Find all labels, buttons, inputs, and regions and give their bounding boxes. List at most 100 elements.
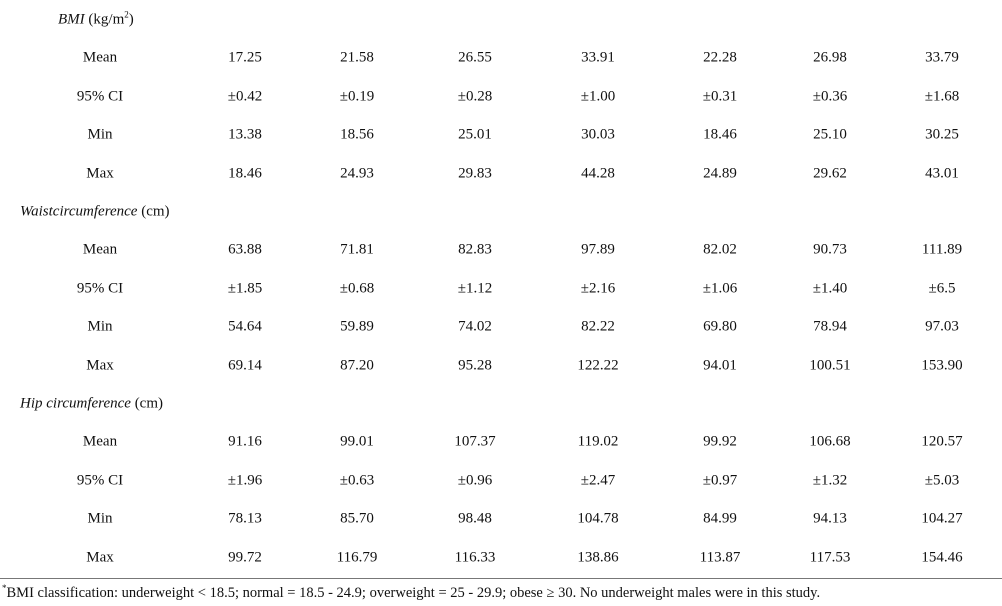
footnote-rule xyxy=(0,578,1002,579)
cell-value: 33.91 xyxy=(581,49,615,66)
section-heading: Hip circumference (cm) xyxy=(20,395,163,412)
cell-value: ±1.40 xyxy=(812,280,848,297)
row-label: Max xyxy=(86,165,114,182)
cell-value: 97.03 xyxy=(925,318,959,335)
cell-value: 33.79 xyxy=(925,49,959,66)
cell-value: 74.02 xyxy=(458,318,492,335)
heading-unit-sup: 2 xyxy=(124,9,129,20)
cell-value: 22.28 xyxy=(703,49,737,66)
section-heading: Waistcircumference (cm) xyxy=(20,203,170,220)
cell-value: 98.48 xyxy=(458,510,492,527)
cell-value: 25.01 xyxy=(458,126,492,143)
footnote-marker: * xyxy=(2,583,7,593)
cell-value: 116.33 xyxy=(454,549,496,566)
cell-value: 24.89 xyxy=(703,165,737,182)
cell-value: 17.25 xyxy=(228,49,262,66)
row-label: Max xyxy=(86,549,114,566)
cell-value: 78.13 xyxy=(228,510,262,527)
cell-value: 116.79 xyxy=(336,549,378,566)
cell-value: ±0.28 xyxy=(457,88,493,105)
cell-value: ±2.16 xyxy=(580,280,616,297)
heading-name: Hip circumference xyxy=(20,395,131,412)
section-heading: BMI (kg/m2) xyxy=(58,9,134,28)
cell-value: 30.03 xyxy=(581,126,615,143)
row-label: Mean xyxy=(82,241,118,258)
row-label: Min xyxy=(87,126,113,143)
cell-value: ±5.03 xyxy=(924,472,960,489)
footnote-text: BMI classification: underweight < 18.5; … xyxy=(6,585,821,601)
row-label: 95% CI xyxy=(76,472,124,489)
cell-value: 69.14 xyxy=(228,357,262,374)
cell-value: 25.10 xyxy=(813,126,847,143)
cell-value: ±1.96 xyxy=(227,472,263,489)
cell-value: 120.57 xyxy=(921,433,963,450)
cell-value: ±1.68 xyxy=(924,88,960,105)
heading-unit: (cm) xyxy=(141,203,170,220)
cell-value: 100.51 xyxy=(809,357,851,374)
cell-value: 21.58 xyxy=(340,49,374,66)
row-label: 95% CI xyxy=(76,88,124,105)
row-label: Mean xyxy=(82,433,118,450)
cell-value: 138.86 xyxy=(577,549,619,566)
cell-value: ±0.19 xyxy=(339,88,375,105)
cell-value: ±0.97 xyxy=(702,472,738,489)
cell-value: 91.16 xyxy=(228,433,262,450)
cell-value: 111.89 xyxy=(921,241,963,258)
row-label: 95% CI xyxy=(76,280,124,297)
cell-value: ±0.31 xyxy=(702,88,738,105)
cell-value: ±0.63 xyxy=(339,472,375,489)
cell-value: 54.64 xyxy=(228,318,262,335)
cell-value: ±1.12 xyxy=(457,280,493,297)
cell-value: 29.83 xyxy=(458,165,492,182)
cell-value: 18.46 xyxy=(703,126,737,143)
cell-value: 24.93 xyxy=(340,165,374,182)
cell-value: 85.70 xyxy=(340,510,374,527)
cell-value: 18.46 xyxy=(228,165,262,182)
cell-value: 13.38 xyxy=(228,126,262,143)
cell-value: 59.89 xyxy=(340,318,374,335)
cell-value: ±1.00 xyxy=(580,88,616,105)
cell-value: 84.99 xyxy=(703,510,737,527)
cell-value: 94.01 xyxy=(703,357,737,374)
cell-value: 69.80 xyxy=(703,318,737,335)
cell-value: 99.72 xyxy=(228,549,262,566)
cell-value: 97.89 xyxy=(581,241,615,258)
cell-value: 104.78 xyxy=(577,510,619,527)
cell-value: 82.02 xyxy=(703,241,737,258)
cell-value: ±1.32 xyxy=(812,472,848,489)
cell-value: 90.73 xyxy=(813,241,847,258)
heading-unit-end: ) xyxy=(128,11,134,28)
cell-value: ±2.47 xyxy=(580,472,616,489)
cell-value: 44.28 xyxy=(581,165,615,182)
cell-value: 119.02 xyxy=(577,433,619,450)
cell-value: 71.81 xyxy=(340,241,374,258)
cell-value: ±1.85 xyxy=(227,280,263,297)
cell-value: 63.88 xyxy=(228,241,262,258)
cell-value: 99.92 xyxy=(703,433,737,450)
cell-value: 95.28 xyxy=(458,357,492,374)
cell-value: 106.68 xyxy=(809,433,851,450)
row-label: Max xyxy=(86,357,114,374)
cell-value: ±6.5 xyxy=(928,280,956,297)
cell-value: 78.94 xyxy=(813,318,847,335)
cell-value: 82.22 xyxy=(581,318,615,335)
cell-value: 99.01 xyxy=(340,433,374,450)
row-label: Min xyxy=(87,318,113,335)
cell-value: 104.27 xyxy=(921,510,963,527)
cell-value: ±0.96 xyxy=(457,472,493,489)
cell-value: 87.20 xyxy=(340,357,374,374)
heading-name: Waistcircumference xyxy=(20,203,138,220)
heading-name: BMI xyxy=(58,11,85,28)
cell-value: 122.22 xyxy=(577,357,619,374)
cell-value: ±0.42 xyxy=(227,88,263,105)
cell-value: 26.55 xyxy=(458,49,492,66)
cell-value: ±0.68 xyxy=(339,280,375,297)
row-label: Min xyxy=(87,510,113,527)
cell-value: 107.37 xyxy=(454,433,496,450)
cell-value: ±1.06 xyxy=(702,280,738,297)
cell-value: 113.87 xyxy=(699,549,741,566)
cell-value: 29.62 xyxy=(813,165,847,182)
cell-value: ±0.36 xyxy=(812,88,848,105)
cell-value: 18.56 xyxy=(340,126,374,143)
